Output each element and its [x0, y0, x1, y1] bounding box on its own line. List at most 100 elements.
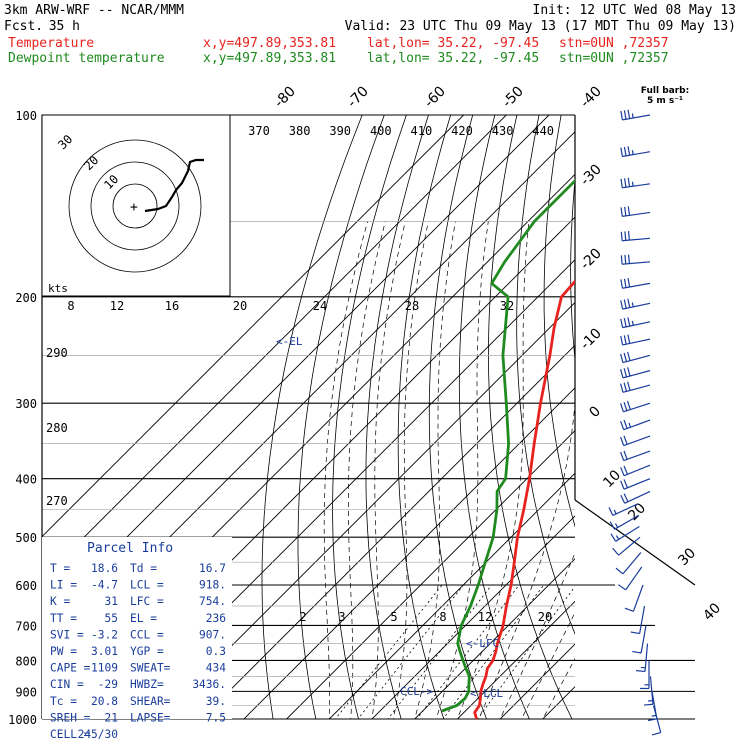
barb-flag [624, 206, 627, 216]
parcel-info-cell: CCL = [130, 628, 164, 641]
wind-barb [620, 206, 651, 217]
isotherm-line [456, 600, 575, 719]
dry-adiabat [428, 115, 488, 719]
legend-dewpoint-label: Dewpoint temperature [8, 51, 165, 66]
barb-shaft [624, 490, 651, 504]
barb-flag [620, 421, 625, 430]
wind-barb [620, 277, 651, 289]
parcel-info-cell: SWEAT= [130, 662, 171, 675]
lfc-marker: <-LFC [466, 637, 499, 650]
legend-dewpoint-xy: x,y=497.89,353.81 [203, 51, 336, 66]
barb-flag [624, 607, 634, 612]
barb-flag [623, 479, 628, 488]
parcel-info-cell: EL = [130, 612, 157, 625]
mixing-ratio-label: 5 [390, 610, 397, 624]
isotherm-line [328, 472, 575, 719]
isotherm-label: -70 [344, 83, 371, 110]
dewpoint-profile [441, 178, 575, 713]
pressure-tick-label: 800 [15, 654, 37, 668]
wind-barb [608, 503, 639, 517]
isotherm-label: -10 [577, 325, 604, 352]
wind-barb [620, 400, 651, 413]
barb-flag [627, 177, 631, 187]
mixing-ratio-label: 8 [67, 299, 74, 313]
dry-adiabat [670, 115, 740, 732]
parcel-info-cell: 18.6 [91, 562, 118, 575]
barb-flag [627, 367, 631, 377]
theta-label: 380 [289, 124, 311, 138]
barb-flag [627, 298, 631, 308]
moist-adiabat [499, 552, 575, 719]
valid-time: Valid: 23 UTC Thu 09 May 13 (17 MDT Thu … [345, 19, 736, 34]
parcel-info-cell: T = [50, 562, 70, 575]
wind-barb [620, 419, 651, 431]
model-title: 3km ARW-WRF -- NCAR/MMM [4, 3, 184, 18]
barb-shaft [614, 514, 640, 530]
isotherm-line [42, 115, 507, 580]
dry-adiabat [716, 115, 740, 732]
isotherm-label: -20 [577, 245, 604, 272]
mixing-ratio-line [442, 584, 545, 719]
isotherm-line [157, 301, 575, 719]
barb-flag [627, 317, 631, 327]
wind-barb [620, 381, 651, 393]
ccl-marker: CCL-> [400, 685, 433, 698]
barb-flag [620, 300, 624, 310]
parcel-info-cell: 434 [206, 662, 226, 675]
barb-flag [623, 299, 627, 309]
wind-barb [651, 705, 662, 736]
barb-flag [612, 547, 620, 556]
isotherm-label: -60 [421, 83, 448, 110]
barb-shaft [622, 151, 651, 158]
isotherm-line [243, 387, 575, 719]
parcel-info-cell: -4.7 [91, 579, 118, 592]
wind-barb [612, 536, 641, 556]
wind-barb [647, 691, 658, 722]
wind-barb [610, 525, 640, 542]
el-marker: <-EL [276, 335, 303, 348]
wind-barb [618, 566, 643, 591]
dry-adiabat [646, 115, 740, 732]
mixing-ratio-line [416, 584, 520, 719]
mixing-ratio-line [387, 584, 493, 719]
parcel-info-cell: 1109 [91, 662, 118, 675]
barb-flag [624, 178, 627, 188]
barb-shaft [622, 384, 651, 393]
barb-half-flag [631, 302, 634, 307]
barb-flag [627, 109, 631, 119]
wind-barbs [608, 109, 662, 736]
barb-flag [623, 465, 628, 475]
barb-flag [627, 277, 631, 288]
mixing-ratio-label: 24 [313, 299, 327, 313]
isotherm-label: -50 [499, 83, 526, 110]
dry-adiabat [332, 115, 407, 719]
barb-flag [620, 480, 625, 490]
moist-adiabat [542, 657, 575, 719]
barb-shaft [622, 354, 651, 364]
wind-barb [615, 552, 642, 575]
pressure-tick-label: 100 [15, 109, 37, 123]
barb-shaft [618, 536, 641, 556]
wind-barb [620, 435, 651, 447]
pressure-tick-label: 600 [15, 579, 37, 593]
isotherm-label: -80 [271, 83, 298, 110]
barb-flag [627, 206, 631, 216]
barb-shaft [622, 338, 651, 346]
barb-shaft [622, 302, 651, 310]
parcel-info-cell: LCL = [130, 579, 164, 592]
dry-adiabat [516, 115, 575, 635]
legend-temperature-stn: stn=0UN ,72357 [559, 36, 669, 51]
plot-right-border-lower [574, 499, 696, 586]
parcel-info-cell: 3.01 [91, 645, 118, 658]
isotherm-label: -30 [577, 161, 604, 188]
barb-flag [624, 231, 627, 241]
barb-flag [626, 400, 631, 410]
mixing-ratio-label: 12 [110, 299, 124, 313]
barb-shaft [652, 705, 662, 733]
parcel-info-cell: 245/30 [78, 728, 119, 740]
mixing-ratio-label: 3 [338, 610, 345, 624]
forecast-label: Fcst. [4, 19, 43, 34]
theta-label: 390 [329, 124, 351, 138]
isotherm-label: -40 [577, 83, 604, 110]
parcel-info-cell: LAPSE= [130, 711, 171, 724]
